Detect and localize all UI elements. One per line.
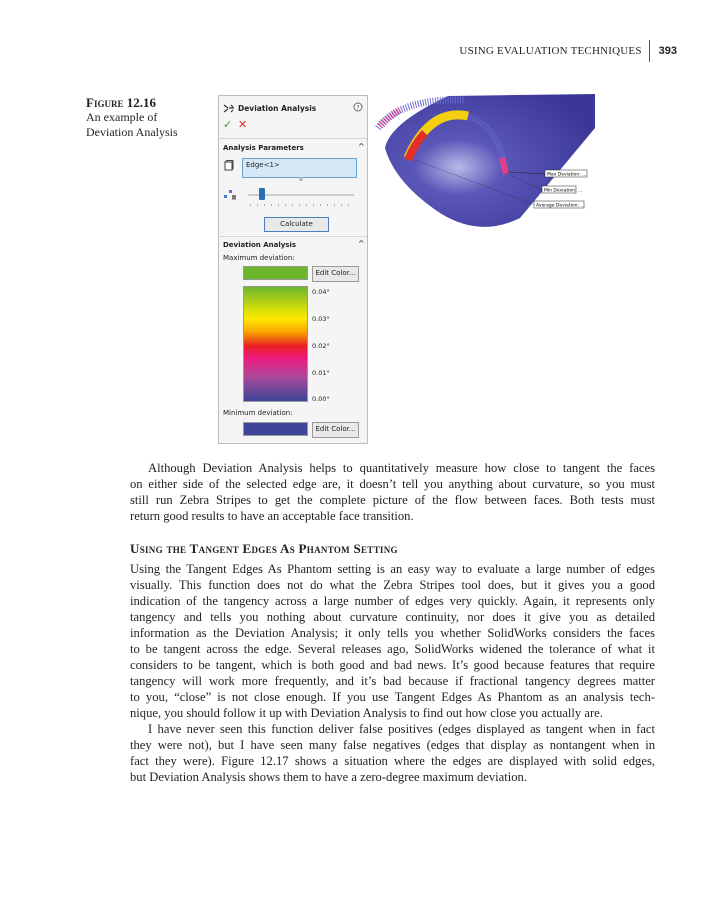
text-line: they were not), but I have seen many fal…	[130, 738, 655, 752]
edit-max-color-button[interactable]: Edit Color...	[312, 266, 359, 282]
text-line: fact they were). Figure 12.17 shows a si…	[130, 754, 655, 768]
slider-thumb[interactable]	[259, 188, 265, 200]
text-line: I have never seen this function deliver …	[148, 722, 655, 736]
max-color-swatch	[243, 266, 308, 280]
scale-label: 0.04°	[312, 288, 330, 296]
divider	[219, 236, 367, 237]
figure-label: Figure 12.16	[86, 95, 156, 110]
section-heading: Using the Tangent Edges As Phantom Setti…	[130, 541, 398, 556]
edge-selection-box[interactable]: Edge<1>	[242, 158, 357, 178]
edge-selection-icon	[224, 160, 234, 171]
scale-label: 0.02°	[312, 342, 330, 350]
deviation-analysis-panel: Deviation Analysis ? ✓ ✕ Analysis Parame…	[218, 95, 368, 444]
text-line: considers to be tangent, which is both g…	[130, 658, 655, 672]
resolution-icon	[224, 190, 236, 200]
text-line: but Deviation Analysis shows them to hav…	[130, 770, 527, 784]
text-line: return good results to have an acceptabl…	[130, 509, 414, 523]
section-analysis-parameters[interactable]: Analysis Parameters	[223, 144, 304, 152]
scale-label: 0.01°	[312, 369, 330, 377]
text-line: visually. This function does not do what…	[130, 578, 655, 592]
section-deviation-analysis[interactable]: Deviation Analysis	[223, 241, 297, 249]
text-line: Although Deviation Analysis helps to qua…	[148, 461, 655, 475]
text-line: to you, “close” is not close enough. If …	[130, 690, 655, 704]
deviation-model-illustration: Max Deviation: ... Min Deviation: ... Av…	[375, 94, 595, 227]
deviation-analysis-icon	[223, 104, 234, 113]
text-line: still run Zebra Stripes to get the compl…	[130, 493, 655, 507]
panel-title: Deviation Analysis	[238, 104, 317, 113]
text-line: to be tangent across the edge. Several r…	[130, 642, 655, 656]
deviation-color-scale	[243, 286, 308, 402]
resolution-slider[interactable]	[248, 194, 354, 196]
text-line: tangency will work more frequently, and …	[130, 674, 655, 688]
check-icon[interactable]: ✓	[223, 118, 233, 131]
help-circle-icon[interactable]: ?	[353, 102, 363, 112]
scale-label: 0.03°	[312, 315, 330, 323]
text-line: nique, you should follow it up with Devi…	[130, 706, 603, 720]
min-color-swatch	[243, 422, 308, 436]
average-deviation-callout: Average Deviation: ...	[536, 203, 585, 209]
slider-ticks	[250, 204, 354, 206]
chevron-up-icon[interactable]: ^	[358, 142, 365, 151]
chevron-up-icon[interactable]: ^	[358, 239, 365, 248]
page-number: 393	[658, 45, 677, 57]
caption-line: Deviation Analysis	[86, 125, 178, 139]
text-line: information as the Deviation Analysis; i…	[130, 626, 655, 640]
header-divider	[648, 40, 650, 62]
caption-line: An example of	[86, 110, 158, 124]
text-line: on either side of the selected edge are,…	[130, 477, 655, 491]
min-deviation-callout: Min Deviation: ...	[544, 188, 582, 194]
paragraph: Using the Tangent Edges As Phantom setti…	[130, 561, 655, 785]
running-title: USING EVALUATION TECHNIQUES	[459, 45, 642, 57]
edit-min-color-button[interactable]: Edit Color...	[312, 422, 359, 438]
scale-label: 0.00°	[312, 395, 330, 403]
max-deviation-callout: Max Deviation: ...	[547, 172, 587, 178]
figure-caption: Figure 12.16 An example of Deviation Ana…	[86, 95, 178, 140]
svg-text:?: ?	[356, 105, 359, 112]
running-header: USING EVALUATION TECHNIQUES 393	[459, 40, 677, 62]
text-line: indication of the tangency across a larg…	[130, 594, 655, 608]
resize-handle[interactable]	[299, 177, 303, 181]
min-deviation-label: Minimum deviation:	[223, 409, 293, 417]
edge-value: Edge<1>	[246, 161, 280, 169]
text-line: tangency and tells you nothing about cur…	[130, 610, 655, 624]
x-icon[interactable]: ✕	[238, 118, 248, 131]
calculate-button[interactable]: Calculate	[264, 217, 329, 232]
paragraph: Although Deviation Analysis helps to qua…	[130, 460, 655, 524]
text-line: Using the Tangent Edges As Phantom setti…	[130, 562, 655, 576]
divider	[219, 138, 367, 139]
max-deviation-label: Maximum deviation:	[223, 254, 295, 262]
